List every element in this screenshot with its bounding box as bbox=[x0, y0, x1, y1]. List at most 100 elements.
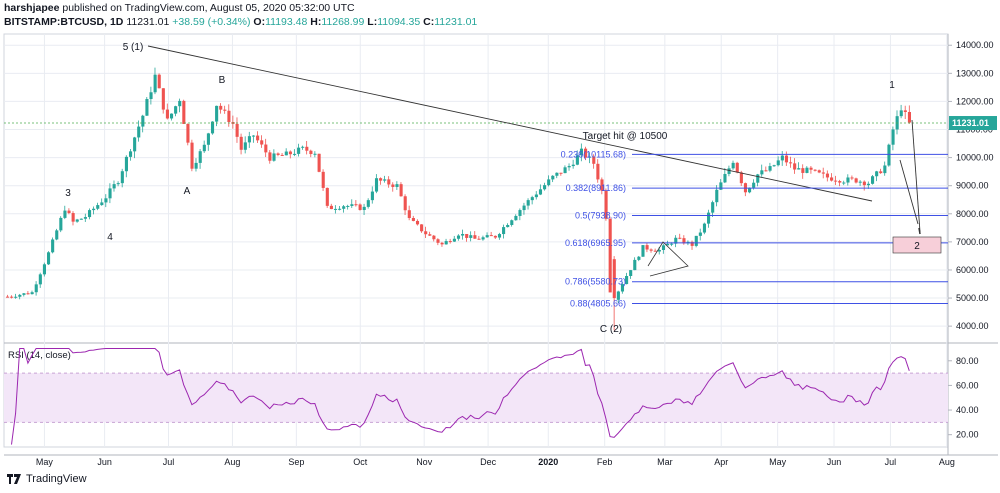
candle-body bbox=[202, 144, 206, 152]
candle-body bbox=[100, 202, 104, 206]
candle-body bbox=[227, 110, 231, 123]
candle-body bbox=[174, 106, 178, 114]
candle-body bbox=[26, 293, 30, 295]
candle-body bbox=[10, 296, 14, 298]
candle-body bbox=[612, 259, 616, 299]
last-price-tag-label: 11231.01 bbox=[952, 118, 989, 128]
candle-body bbox=[752, 182, 756, 188]
candle-body bbox=[567, 166, 571, 168]
candle-body bbox=[793, 163, 797, 170]
candle-body bbox=[879, 171, 883, 174]
candle-body bbox=[51, 239, 55, 253]
high-value: 11268.99 bbox=[321, 16, 365, 28]
candle-body bbox=[883, 165, 887, 174]
candle-body bbox=[518, 210, 522, 216]
candle-body bbox=[346, 205, 350, 207]
candle-body bbox=[813, 169, 817, 171]
candle-body bbox=[616, 291, 620, 300]
candle-body bbox=[502, 227, 506, 235]
triangle-pattern bbox=[647, 241, 689, 277]
candle-body bbox=[67, 210, 71, 214]
price-tick-label: 6000.00 bbox=[956, 265, 989, 275]
open-value: 11193.48 bbox=[265, 16, 308, 28]
publish-info: published on TradingView.com, August 05,… bbox=[62, 2, 355, 14]
candle-body bbox=[497, 234, 502, 238]
rsi-band bbox=[4, 373, 948, 423]
candle-body bbox=[850, 177, 854, 179]
candle-body bbox=[133, 137, 137, 152]
candle-body bbox=[190, 142, 194, 169]
candle-body bbox=[424, 231, 428, 235]
candle-body bbox=[473, 235, 477, 239]
candle-body bbox=[764, 170, 768, 172]
candle-body bbox=[415, 220, 420, 225]
candle-body bbox=[846, 177, 850, 183]
candle-body bbox=[596, 163, 600, 180]
candle-body bbox=[206, 133, 210, 145]
brand-name: TradingView bbox=[26, 473, 87, 485]
candle-body bbox=[116, 183, 120, 185]
candle-body bbox=[120, 171, 124, 184]
candle-body bbox=[866, 183, 871, 186]
candle-body bbox=[469, 235, 473, 238]
candle-body bbox=[629, 270, 633, 277]
candle-body bbox=[715, 189, 719, 203]
candle-body bbox=[141, 115, 145, 127]
candle-body bbox=[55, 230, 59, 240]
candle-body bbox=[891, 129, 895, 145]
candle-body bbox=[809, 167, 813, 170]
time-tick-label: May bbox=[769, 457, 787, 467]
candle-body bbox=[210, 121, 215, 134]
candle-body bbox=[354, 204, 358, 206]
candle-body bbox=[489, 235, 493, 237]
candle-body bbox=[661, 245, 666, 251]
candle-body bbox=[637, 256, 641, 260]
price-tick-label: 12000.00 bbox=[956, 96, 994, 106]
time-tick-label: Nov bbox=[416, 457, 433, 467]
candle-body bbox=[555, 172, 559, 176]
price-tick-label: 4000.00 bbox=[956, 321, 989, 331]
candle-body bbox=[219, 105, 223, 110]
candle-body bbox=[96, 205, 100, 209]
candle-body bbox=[313, 153, 317, 155]
candle-body bbox=[830, 177, 834, 181]
candle-body bbox=[538, 189, 543, 195]
candle-body bbox=[514, 215, 518, 221]
candle-body bbox=[268, 152, 272, 161]
candle-body bbox=[366, 200, 370, 207]
candle-body bbox=[309, 150, 313, 155]
candle-body bbox=[817, 170, 821, 173]
candle-body bbox=[461, 233, 465, 236]
candle-body bbox=[678, 237, 682, 239]
candle-body bbox=[702, 223, 707, 233]
candle-body bbox=[46, 252, 51, 265]
author-name[interactable]: harshjapee bbox=[4, 2, 60, 14]
candle-body bbox=[735, 162, 739, 173]
candle-body bbox=[145, 99, 149, 116]
candle-body bbox=[59, 217, 63, 231]
candle-body bbox=[297, 147, 301, 154]
candle-body bbox=[485, 235, 489, 238]
candle-body bbox=[534, 194, 538, 198]
rsi-tick-label: 80.00 bbox=[956, 356, 979, 366]
rsi-line bbox=[11, 347, 910, 445]
candle-body bbox=[272, 153, 276, 161]
candle-body bbox=[694, 235, 698, 246]
candle-body bbox=[6, 296, 10, 298]
candle-body bbox=[79, 218, 83, 220]
rsi-tick-label: 40.00 bbox=[956, 405, 979, 415]
candle-body bbox=[530, 197, 534, 201]
candle-body bbox=[789, 162, 793, 164]
last-price-tag bbox=[949, 116, 997, 131]
candle-body bbox=[875, 171, 879, 177]
candle-body bbox=[169, 113, 174, 119]
trendline bbox=[147, 45, 873, 202]
candle-body bbox=[690, 241, 694, 246]
last-price: 11231.01 bbox=[126, 16, 170, 28]
tradingview-brand[interactable]: TradingView bbox=[6, 472, 87, 486]
candle-body bbox=[350, 204, 354, 206]
candles bbox=[6, 67, 911, 331]
candle-body bbox=[399, 184, 403, 197]
fib-level-label: 0.236(10115.68) bbox=[561, 149, 626, 159]
